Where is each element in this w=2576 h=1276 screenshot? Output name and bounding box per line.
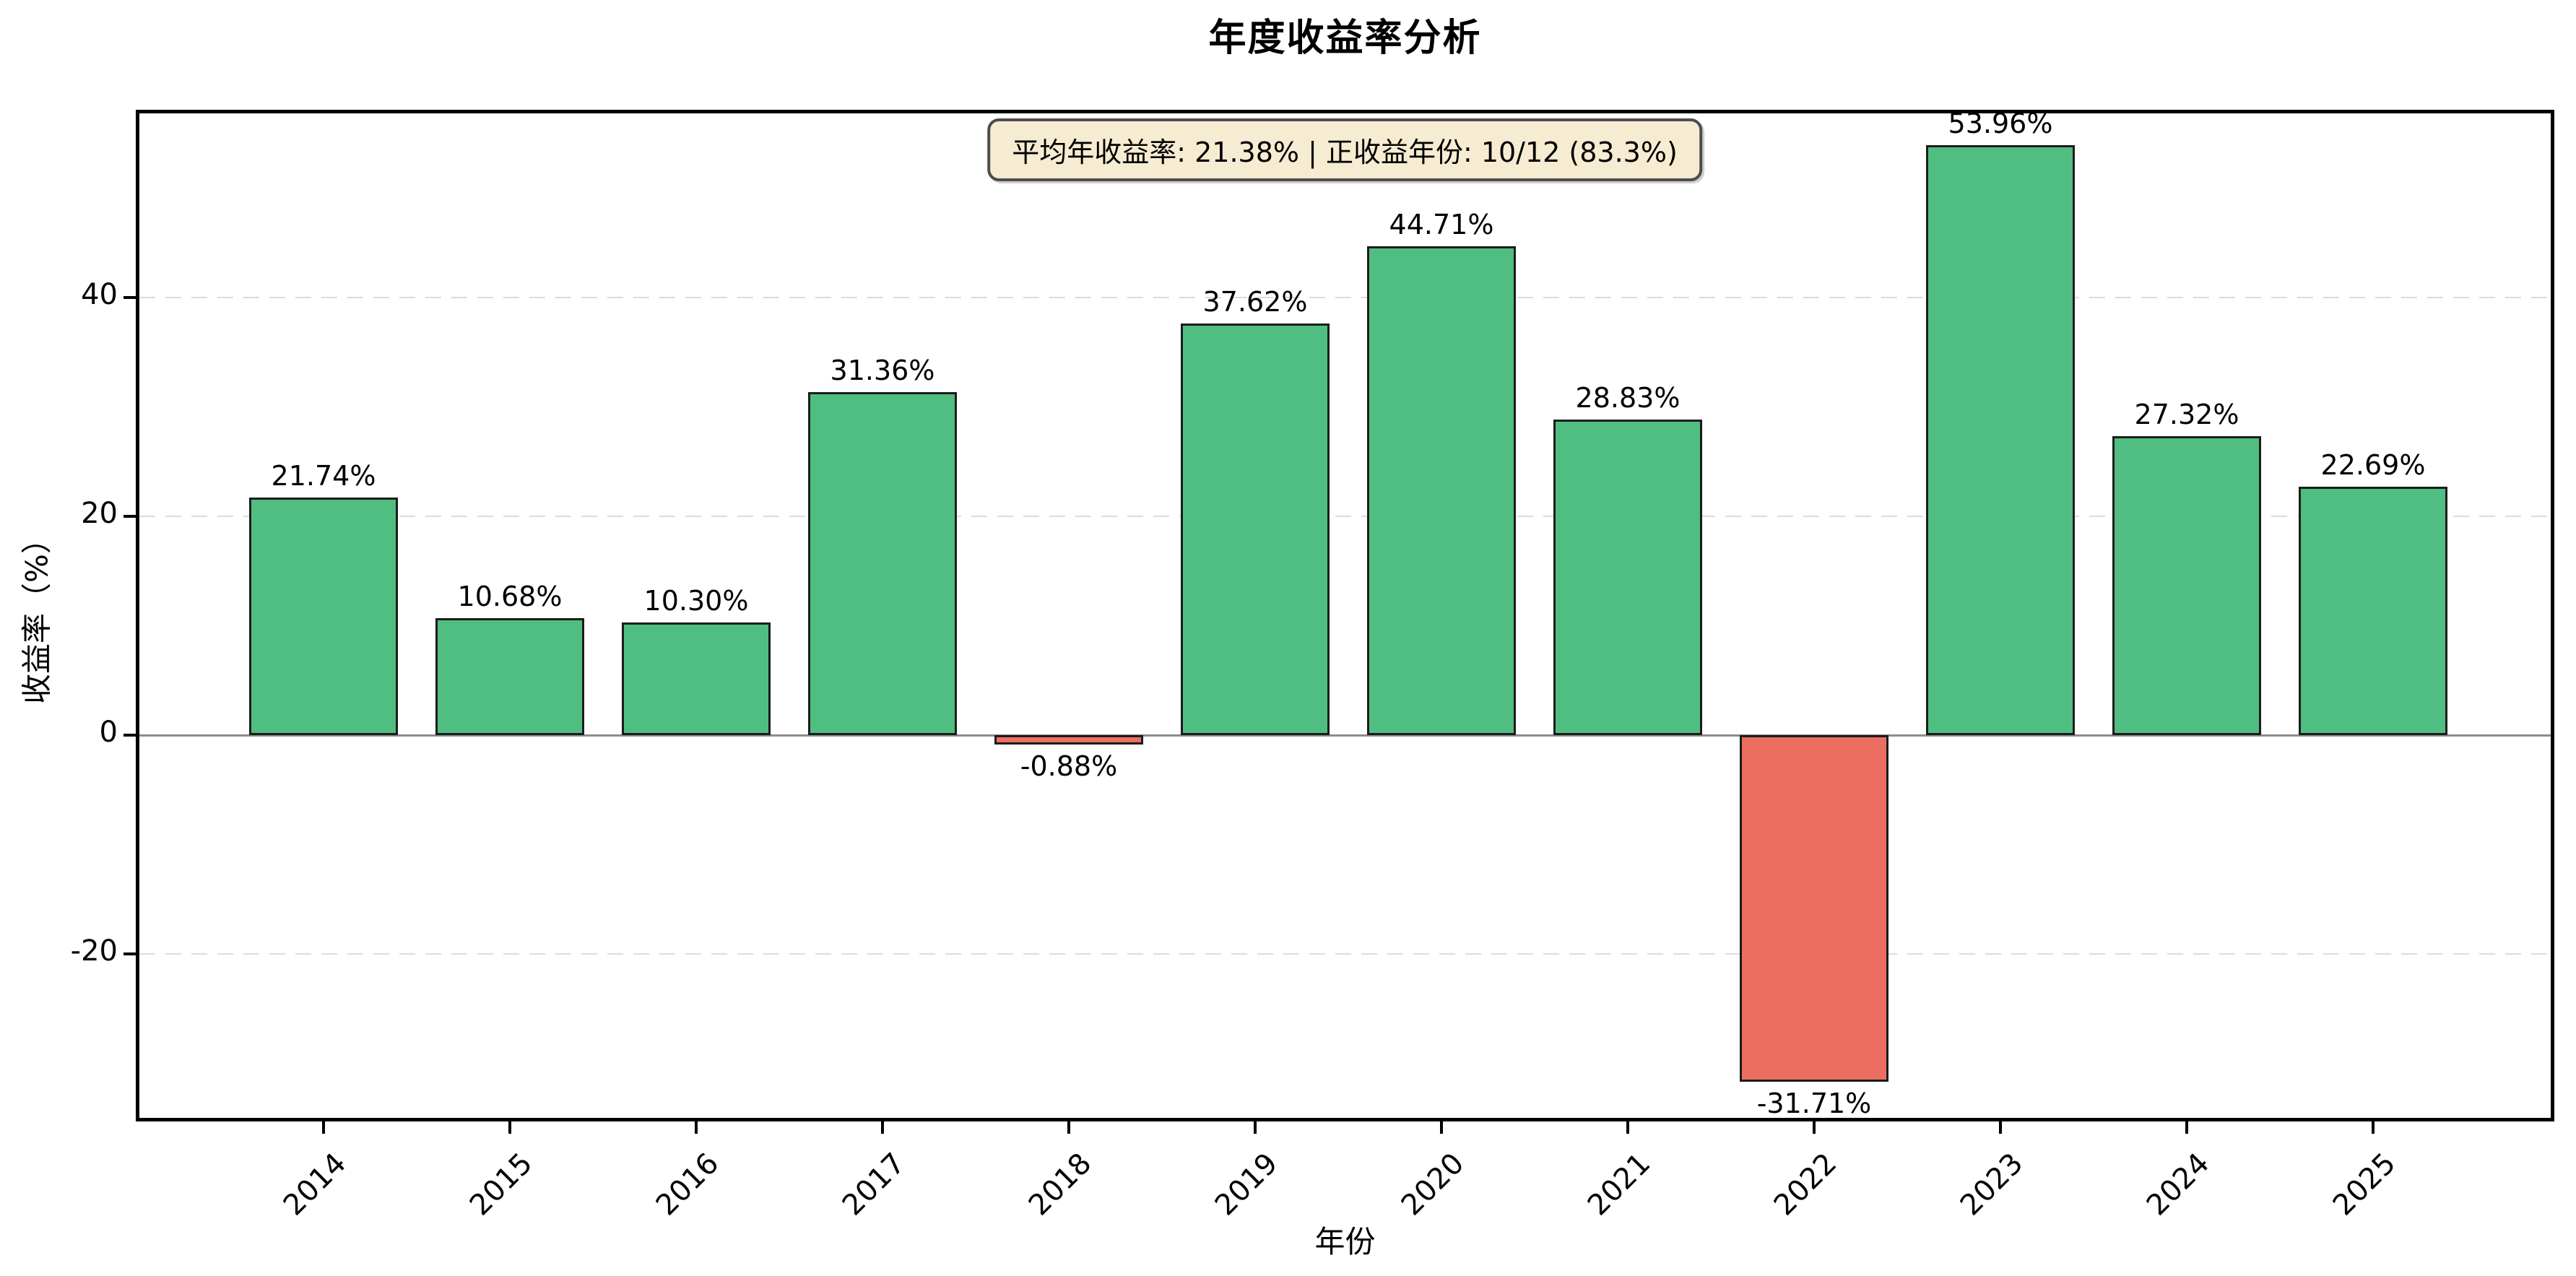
bar-value-label: -0.88% xyxy=(1020,750,1118,783)
bar-2014 xyxy=(249,497,398,735)
bar-value-label: 44.71% xyxy=(1389,208,1494,240)
bar-value-label: 28.83% xyxy=(1575,382,1681,415)
y-axis-tick xyxy=(123,515,136,518)
x-axis-tick xyxy=(1067,1121,1070,1134)
x-tick-label-2022: 2022 xyxy=(1632,1147,1844,1223)
x-axis-tick xyxy=(1626,1121,1629,1134)
x-tick-label-2024: 2024 xyxy=(2005,1147,2216,1223)
chart-title: 年度收益率分析 xyxy=(1208,17,1482,60)
bar-2018 xyxy=(994,735,1143,745)
y-axis-tick xyxy=(123,952,136,955)
x-tick-label-2023: 2023 xyxy=(1818,1147,2030,1223)
zero-baseline xyxy=(139,734,2551,737)
x-axis-tick xyxy=(322,1121,325,1134)
bar-value-label: 27.32% xyxy=(2134,399,2239,431)
bar-2025 xyxy=(2299,487,2447,735)
x-axis-tick xyxy=(1254,1121,1257,1134)
x-axis-tick xyxy=(1440,1121,1443,1134)
y-axis-label: 收益率（%） xyxy=(19,524,55,704)
y-tick-label: -20 xyxy=(70,934,118,968)
x-axis-tick xyxy=(1813,1121,1816,1134)
y-axis-tick xyxy=(123,296,136,299)
bar-2017 xyxy=(808,391,957,735)
bar-value-label: -31.71% xyxy=(1756,1088,1872,1120)
y-tick-label: 0 xyxy=(99,716,118,749)
summary-annotation-box: 平均年收益率: 21.38% | 正收益年份: 10/12 (83.3%) xyxy=(987,118,1702,181)
x-tick-label-2014: 2014 xyxy=(142,1147,353,1223)
y-tick-label: 40 xyxy=(81,278,118,311)
x-axis-tick xyxy=(2372,1121,2375,1134)
x-axis-tick xyxy=(2185,1121,2188,1134)
y-axis-tick xyxy=(123,734,136,737)
bar-value-label: 10.68% xyxy=(457,581,563,613)
x-axis-tick xyxy=(695,1121,698,1134)
x-tick-label-2020: 2020 xyxy=(1259,1147,1471,1223)
bar-2021 xyxy=(1553,420,1702,735)
x-tick-label-2017: 2017 xyxy=(701,1147,912,1223)
x-tick-label-2021: 2021 xyxy=(1446,1147,1657,1223)
x-axis-tick xyxy=(1999,1121,2002,1134)
bar-2016 xyxy=(622,622,771,735)
x-tick-label-2025: 2025 xyxy=(2191,1147,2403,1223)
bar-2023 xyxy=(1926,144,2075,735)
bar-value-label: 22.69% xyxy=(2320,449,2426,482)
bar-2015 xyxy=(435,618,584,735)
x-axis-tick xyxy=(508,1121,511,1134)
bar-value-label: 31.36% xyxy=(830,354,935,386)
bar-value-label: 10.30% xyxy=(643,584,749,617)
x-tick-label-text: 2025 xyxy=(2327,1147,2403,1223)
x-tick-label-2015: 2015 xyxy=(328,1147,539,1223)
gridline-y40 xyxy=(139,297,2551,298)
gridline-y-20 xyxy=(139,953,2551,955)
x-tick-label-2018: 2018 xyxy=(887,1147,1098,1223)
bar-value-label: 37.62% xyxy=(1202,286,1308,318)
bar-2019 xyxy=(1181,324,1330,735)
bar-2022 xyxy=(1740,735,1888,1082)
gridline-y20 xyxy=(139,516,2551,517)
x-tick-label-2016: 2016 xyxy=(514,1147,726,1223)
plot-area: -20 0 20 40 21.74% 2014 10.68% 2015 10.30% 2016 31… xyxy=(71,107,2554,1223)
bar-value-label: 21.74% xyxy=(271,459,376,492)
x-axis-label: 年份 xyxy=(1314,1224,1376,1259)
bar-2024 xyxy=(2112,436,2261,735)
x-axis-tick xyxy=(881,1121,884,1134)
x-tick-label-2019: 2019 xyxy=(1073,1147,1285,1223)
bar-2020 xyxy=(1367,246,1516,735)
y-tick-label: 20 xyxy=(81,497,118,530)
bar-value-label: 53.96% xyxy=(1948,107,2053,139)
